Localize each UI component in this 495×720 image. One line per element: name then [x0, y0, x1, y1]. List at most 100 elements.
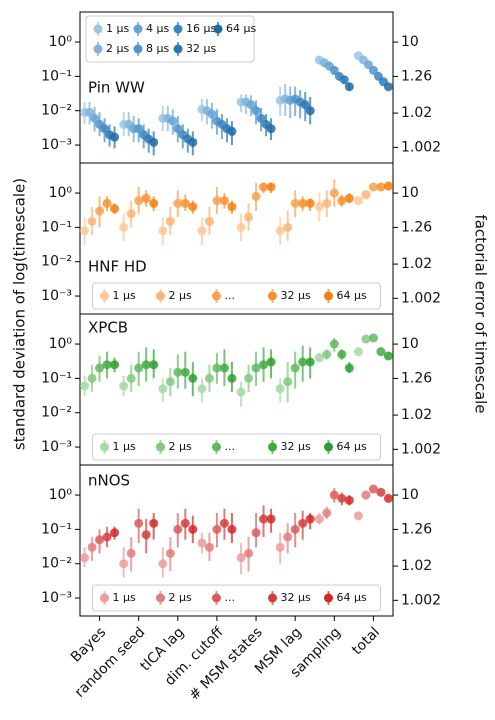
data-point — [266, 357, 276, 367]
legend-marker — [324, 442, 333, 452]
panel-title: nNOS — [88, 472, 130, 490]
y-tick-label: 10⁻¹ — [41, 370, 72, 386]
data-point — [298, 518, 308, 528]
data-point — [251, 106, 261, 116]
data-point — [173, 198, 183, 208]
data-point — [95, 363, 105, 373]
y2-tick-label: 1.26 — [401, 521, 432, 537]
legend-marker — [212, 291, 221, 301]
legend-label: 1 μs — [113, 440, 136, 453]
data-point — [368, 182, 378, 192]
data-point — [236, 553, 246, 563]
data-point — [329, 490, 339, 500]
data-point — [251, 191, 261, 201]
legend-box — [92, 584, 381, 612]
data-point — [246, 100, 256, 110]
legend-marker — [133, 24, 143, 34]
legend-marker — [93, 44, 103, 54]
y2-tick-label: 1.26 — [401, 370, 432, 386]
data-point — [322, 508, 332, 518]
legend-label: 64 μs — [337, 591, 367, 604]
data-point — [337, 493, 347, 503]
data-point — [102, 360, 112, 370]
data-point — [197, 384, 207, 394]
y2-tick-label: 1.002 — [401, 139, 441, 155]
data-point — [368, 65, 378, 75]
data-point — [168, 116, 178, 126]
data-point — [110, 132, 120, 142]
data-point — [300, 100, 310, 110]
y-tick-label: 10⁻² — [41, 556, 72, 572]
data-point — [188, 373, 198, 383]
legend-label: 2 μs — [106, 42, 129, 55]
y-tick-label: 10⁻¹ — [41, 219, 72, 235]
data-point — [141, 193, 151, 203]
data-point — [283, 222, 293, 232]
legend-box — [92, 433, 381, 461]
data-point — [259, 360, 269, 370]
data-point — [383, 351, 393, 361]
y-tick-label: 10⁰ — [49, 34, 73, 50]
data-point — [236, 387, 246, 397]
legend-marker — [93, 24, 103, 34]
data-point — [165, 548, 175, 558]
data-point — [266, 182, 276, 192]
legend-label: 64 μs — [337, 289, 367, 302]
legend-marker — [156, 442, 165, 452]
data-point — [102, 532, 112, 542]
data-point — [110, 528, 120, 538]
data-point — [305, 106, 315, 116]
data-point — [368, 333, 378, 343]
data-point — [134, 518, 144, 528]
y2-tick-label: 10 — [401, 336, 419, 352]
y2-tick-label: 1.002 — [401, 592, 441, 608]
data-point — [149, 137, 159, 147]
legend-label: ... — [225, 289, 236, 302]
data-point — [361, 490, 371, 500]
y-tick-label: 10⁻¹ — [41, 68, 72, 84]
data-point — [376, 487, 386, 497]
data-point — [219, 363, 229, 373]
legend-label: 2 μs — [169, 289, 192, 302]
data-point — [173, 524, 183, 534]
data-point — [329, 339, 339, 349]
data-point — [275, 384, 285, 394]
y-tick-label: 10⁻² — [41, 103, 72, 119]
data-point — [180, 367, 190, 377]
data-point — [141, 530, 151, 540]
legend-label: ... — [225, 591, 236, 604]
data-point — [256, 113, 266, 123]
data-point — [165, 216, 175, 226]
legend-label: 32 μs — [281, 591, 311, 604]
data-point — [126, 548, 136, 558]
y-tick-label: 10⁰ — [49, 487, 73, 503]
data-point — [376, 347, 386, 357]
data-point — [314, 353, 324, 363]
data-point — [353, 347, 363, 357]
data-point — [275, 226, 285, 236]
data-point — [344, 193, 354, 203]
data-point — [251, 363, 261, 373]
data-point — [158, 559, 168, 569]
data-point — [180, 198, 190, 208]
data-point — [87, 373, 97, 383]
legend-marker — [212, 593, 221, 603]
data-point — [141, 360, 151, 370]
data-point — [85, 107, 95, 117]
data-point — [283, 377, 293, 387]
data-point — [80, 226, 90, 236]
data-point — [266, 124, 276, 134]
legend-marker — [324, 291, 333, 301]
data-point — [290, 363, 300, 373]
legend-label: 32 μs — [281, 440, 311, 453]
data-point — [244, 212, 254, 222]
data-point — [329, 65, 339, 75]
data-point — [119, 222, 129, 232]
data-point — [219, 518, 229, 528]
data-point — [376, 182, 386, 192]
data-point — [337, 196, 347, 206]
data-point — [322, 198, 332, 208]
data-point — [227, 202, 237, 212]
data-point — [87, 542, 97, 552]
data-point — [290, 524, 300, 534]
